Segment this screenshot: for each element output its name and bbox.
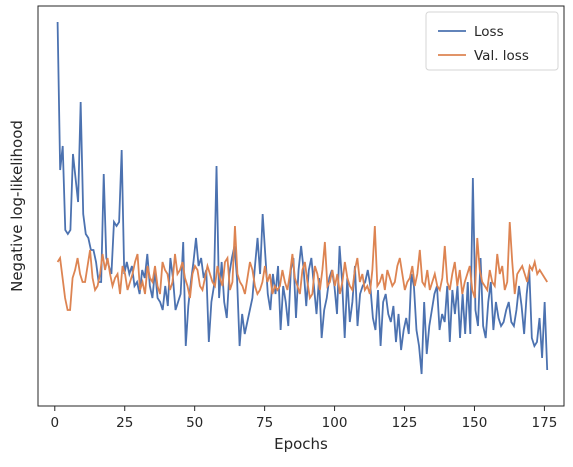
x-axis: 0 25 50 75 100 125 150 175 [50,406,557,431]
x-tick-label: 75 [256,415,273,431]
legend: Loss Val. loss [425,11,559,71]
x-axis-label: Epochs [274,435,328,453]
legend-label-loss: Loss [474,24,504,40]
x-tick-label: 175 [532,415,558,431]
x-tick-label: 50 [186,415,203,431]
val-loss-line [56,221,548,311]
x-tick-label: 125 [392,415,418,431]
val-loss-series [56,221,548,311]
loss-line [56,21,549,375]
x-tick-label: 100 [322,415,348,431]
axes-frame [37,5,565,407]
x-tick-label: 25 [116,415,133,431]
legend-label-val-loss: Val. loss [474,48,529,64]
x-tick-label: 150 [462,415,488,431]
y-axis-label: Negative log-likelihood [8,120,26,292]
plot-area [37,5,565,407]
loss-series [56,21,549,375]
x-tick-label: 0 [50,415,59,431]
